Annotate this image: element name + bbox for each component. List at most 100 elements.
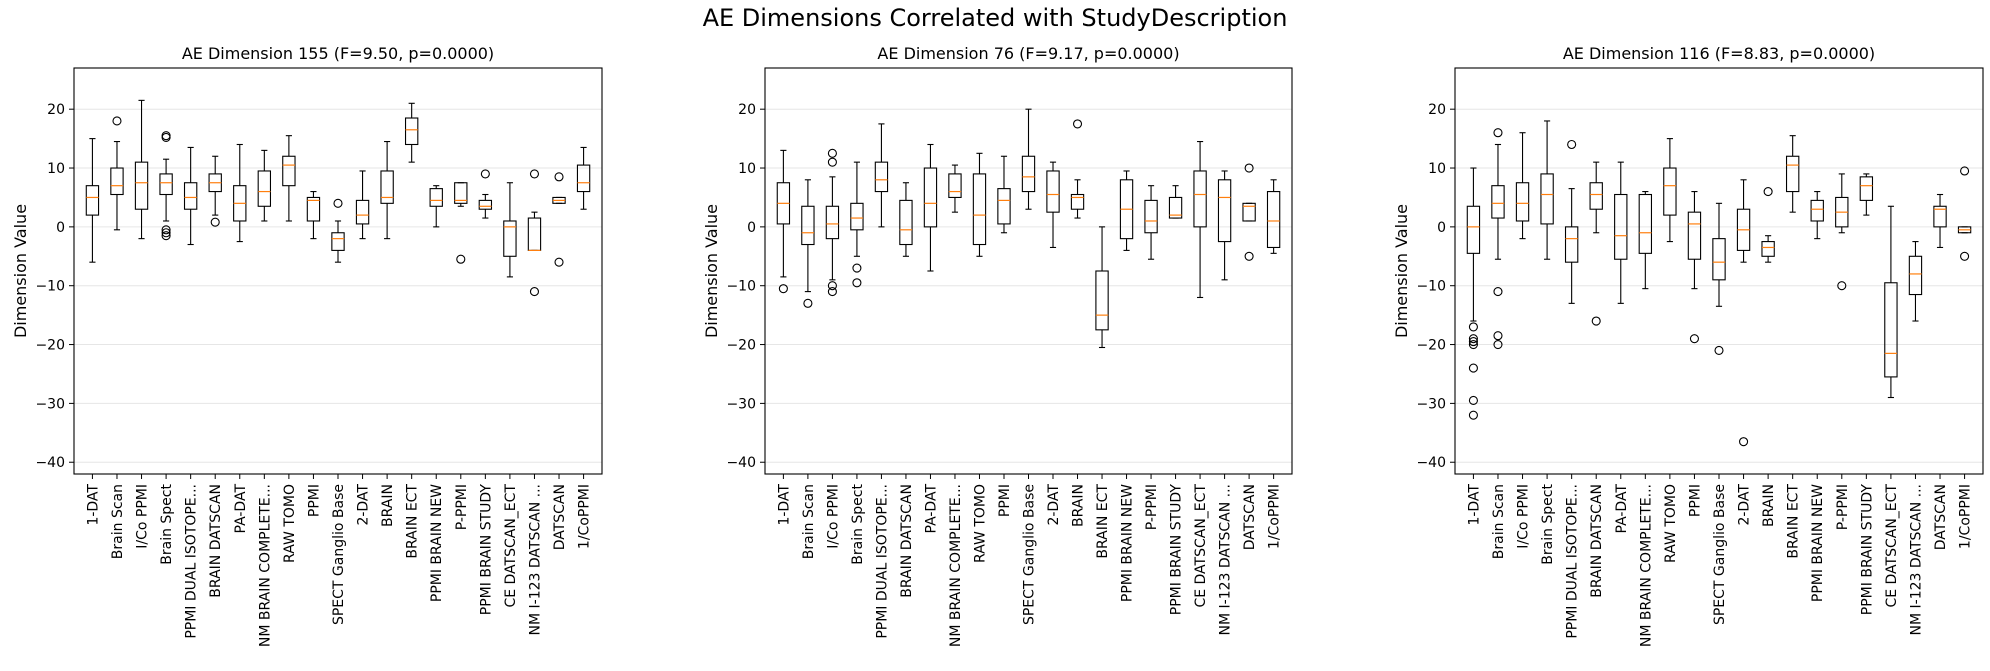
- box-13: [380, 141, 394, 240]
- box-16: [1144, 185, 1158, 260]
- iqr-box: [1491, 185, 1505, 219]
- outlier-point: [827, 148, 837, 158]
- iqr-box: [1515, 182, 1530, 222]
- x-tick-label: NM BRAIN COMPLETE...: [257, 484, 273, 647]
- outlier-point: [1468, 410, 1478, 420]
- iqr-box: [801, 205, 815, 246]
- x-tick-label: 2-DAT: [356, 484, 372, 526]
- iqr-box: [1884, 282, 1898, 378]
- x-tick-label: PPMI BRAIN STUDY: [1859, 484, 1875, 616]
- x-tick-label: BRAIN DATSCAN: [208, 484, 224, 598]
- iqr-box: [1810, 199, 1824, 222]
- box-16: [1835, 173, 1849, 291]
- box-18: [1884, 205, 1898, 399]
- iqr-box: [1217, 179, 1232, 243]
- iqr-box: [1564, 226, 1579, 263]
- y-tick-label: 0: [747, 220, 756, 236]
- outlier-point: [1493, 340, 1503, 350]
- y-tick-label: −40: [1416, 455, 1446, 471]
- iqr-box: [1266, 191, 1281, 249]
- iqr-box: [1859, 176, 1874, 201]
- iqr-box: [1540, 173, 1554, 225]
- box-15: [1119, 170, 1134, 251]
- outlier-point: [852, 263, 862, 273]
- iqr-box: [282, 155, 296, 187]
- outlier-point: [1468, 363, 1478, 373]
- x-tick-label: NM I-123 DATSCAN ...: [1218, 484, 1234, 635]
- outlier-point: [529, 169, 540, 179]
- figure-title: AE Dimensions Correlated with StudyDescr…: [702, 4, 1288, 32]
- box-6: [899, 182, 913, 257]
- box-2: [1491, 128, 1505, 350]
- x-tick-label: 1/CoPPMI: [577, 484, 593, 549]
- subplot-title: AE Dimension 116 (F=8.83, p=0.0000): [1563, 44, 1875, 63]
- x-tick-label: BRAIN DATSCAN: [1589, 484, 1605, 598]
- outlier-point: [161, 228, 171, 238]
- box-9: [282, 135, 296, 222]
- outlier-point: [1493, 331, 1503, 341]
- iqr-box: [1663, 167, 1677, 216]
- iqr-box: [331, 232, 345, 251]
- outlier-point: [554, 172, 564, 182]
- iqr-box: [1687, 211, 1702, 260]
- iqr-box: [503, 220, 517, 257]
- iqr-box: [454, 182, 468, 204]
- iqr-box: [576, 164, 591, 193]
- box-20: [552, 172, 566, 267]
- outlier-point: [1468, 340, 1478, 350]
- box-1: [1466, 167, 1481, 420]
- y-tick-label: −20: [1416, 338, 1446, 354]
- x-tick-label: PPMI BRAIN STUDY: [478, 484, 494, 616]
- outlier-point: [1244, 251, 1254, 261]
- outlier-point: [161, 131, 171, 141]
- box-17: [478, 169, 493, 219]
- box-17: [1168, 185, 1183, 219]
- y-tick-label: 20: [738, 102, 756, 118]
- iqr-box: [110, 167, 124, 196]
- iqr-box: [1144, 199, 1158, 234]
- box-4: [850, 161, 864, 288]
- x-tick-label: PPMI: [997, 484, 1013, 517]
- iqr-box: [183, 182, 198, 210]
- y-tick-label: −20: [726, 338, 756, 354]
- iqr-box: [1466, 205, 1481, 254]
- x-tick-label: I/Co PPMI: [1516, 484, 1532, 549]
- box-11: [1021, 108, 1036, 210]
- subplot-2: 20 10 0 −10 −20 −30 −40 1-DAT Brain Scan I/Co PPM…: [702, 44, 1293, 647]
- box-19: [1217, 170, 1232, 281]
- box-4: [159, 131, 173, 241]
- iqr-box: [1933, 205, 1947, 228]
- outlier-point: [161, 132, 171, 142]
- box-6: [1589, 161, 1603, 326]
- box-14: [1095, 226, 1109, 349]
- x-tick-label: PPMI BRAIN NEW: [1810, 484, 1826, 602]
- box-15: [429, 185, 443, 228]
- axes-frame: [73, 67, 603, 475]
- iqr-box: [948, 173, 962, 198]
- outlier-point: [554, 257, 564, 267]
- outlier-point: [161, 225, 171, 235]
- outlier-point: [803, 298, 813, 308]
- box-18: [1193, 141, 1207, 299]
- x-tick-label: P-PPMI: [1835, 484, 1851, 530]
- outlier-point: [827, 281, 837, 291]
- box-8: [1638, 191, 1653, 290]
- x-tick-label: Brain Scan: [801, 484, 817, 559]
- iqr-box: [1761, 241, 1775, 257]
- x-tick-label: 2-DAT: [1046, 484, 1062, 526]
- box-5: [183, 146, 198, 246]
- box-13: [1070, 119, 1085, 219]
- iqr-box: [1712, 238, 1726, 281]
- x-tick-label: PPMI BRAIN NEW: [1120, 484, 1136, 602]
- x-tick-label: NM BRAIN COMPLETE...: [1638, 484, 1654, 647]
- outlier-point: [1244, 163, 1254, 173]
- outlier-point: [1468, 395, 1478, 405]
- iqr-box: [997, 188, 1011, 225]
- box-5: [1564, 139, 1579, 304]
- box-8: [948, 164, 962, 213]
- box-12: [355, 170, 370, 240]
- iqr-box: [1589, 182, 1603, 210]
- box-6: [208, 155, 222, 227]
